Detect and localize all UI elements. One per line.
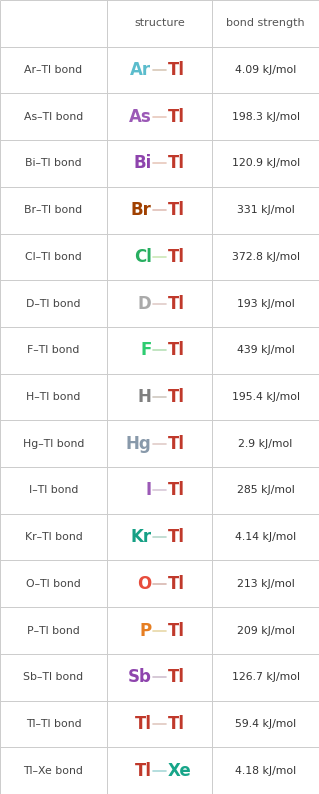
Text: As: As bbox=[129, 108, 152, 125]
Text: Tl: Tl bbox=[167, 575, 184, 593]
Text: Tl: Tl bbox=[167, 61, 184, 79]
Text: 209 kJ/mol: 209 kJ/mol bbox=[237, 626, 294, 635]
Text: Tl: Tl bbox=[167, 201, 184, 219]
Text: Cl–Tl bond: Cl–Tl bond bbox=[25, 252, 82, 262]
Text: Tl: Tl bbox=[167, 155, 184, 172]
Text: Br: Br bbox=[131, 201, 152, 219]
Text: 2.9 kJ/mol: 2.9 kJ/mol bbox=[238, 439, 293, 449]
Text: bond strength: bond strength bbox=[226, 18, 305, 29]
Text: 285 kJ/mol: 285 kJ/mol bbox=[237, 485, 294, 495]
Text: Tl: Tl bbox=[167, 341, 184, 360]
Text: Ar–Tl bond: Ar–Tl bond bbox=[24, 65, 83, 75]
Text: Tl: Tl bbox=[167, 108, 184, 125]
Text: Tl: Tl bbox=[135, 761, 152, 780]
Text: Sb–Tl bond: Sb–Tl bond bbox=[23, 673, 84, 682]
Text: 120.9 kJ/mol: 120.9 kJ/mol bbox=[232, 159, 300, 168]
Text: Tl–Xe bond: Tl–Xe bond bbox=[24, 765, 83, 776]
Text: P: P bbox=[139, 622, 152, 639]
Text: D–Tl bond: D–Tl bond bbox=[26, 299, 81, 309]
Text: 4.14 kJ/mol: 4.14 kJ/mol bbox=[235, 532, 296, 542]
Text: Tl: Tl bbox=[167, 715, 184, 733]
Text: Bi: Bi bbox=[133, 155, 152, 172]
Text: I: I bbox=[145, 481, 152, 499]
Text: 59.4 kJ/mol: 59.4 kJ/mol bbox=[235, 719, 296, 729]
Text: D: D bbox=[138, 295, 152, 313]
Text: 193 kJ/mol: 193 kJ/mol bbox=[237, 299, 294, 309]
Text: Tl: Tl bbox=[167, 669, 184, 686]
Text: 439 kJ/mol: 439 kJ/mol bbox=[237, 345, 294, 355]
Text: Br–Tl bond: Br–Tl bond bbox=[24, 205, 83, 215]
Text: O–Tl bond: O–Tl bond bbox=[26, 579, 81, 589]
Text: I–Tl bond: I–Tl bond bbox=[29, 485, 78, 495]
Text: Hg–Tl bond: Hg–Tl bond bbox=[23, 439, 84, 449]
Text: O: O bbox=[137, 575, 152, 593]
Text: Tl: Tl bbox=[135, 715, 152, 733]
Text: Tl: Tl bbox=[167, 528, 184, 546]
Text: Hg: Hg bbox=[126, 434, 152, 453]
Text: Tl: Tl bbox=[167, 295, 184, 313]
Text: Kr–Tl bond: Kr–Tl bond bbox=[25, 532, 82, 542]
Text: F–Tl bond: F–Tl bond bbox=[27, 345, 80, 355]
Text: 331 kJ/mol: 331 kJ/mol bbox=[237, 205, 294, 215]
Text: Cl: Cl bbox=[134, 248, 152, 266]
Text: P–Tl bond: P–Tl bond bbox=[27, 626, 80, 635]
Text: Sb: Sb bbox=[128, 669, 152, 686]
Text: 195.4 kJ/mol: 195.4 kJ/mol bbox=[232, 392, 300, 402]
Text: 213 kJ/mol: 213 kJ/mol bbox=[237, 579, 294, 589]
Text: 372.8 kJ/mol: 372.8 kJ/mol bbox=[232, 252, 300, 262]
Text: Ar: Ar bbox=[130, 61, 152, 79]
Text: Tl: Tl bbox=[167, 434, 184, 453]
Text: 4.18 kJ/mol: 4.18 kJ/mol bbox=[235, 765, 296, 776]
Text: H–Tl bond: H–Tl bond bbox=[26, 392, 81, 402]
Text: 198.3 kJ/mol: 198.3 kJ/mol bbox=[232, 112, 300, 121]
Text: H: H bbox=[138, 388, 152, 406]
Text: Xe: Xe bbox=[167, 761, 191, 780]
Text: Tl: Tl bbox=[167, 388, 184, 406]
Text: 126.7 kJ/mol: 126.7 kJ/mol bbox=[232, 673, 300, 682]
Text: Kr: Kr bbox=[130, 528, 152, 546]
Text: 4.09 kJ/mol: 4.09 kJ/mol bbox=[235, 65, 296, 75]
Text: Tl: Tl bbox=[167, 248, 184, 266]
Text: Tl: Tl bbox=[167, 481, 184, 499]
Text: Tl: Tl bbox=[167, 622, 184, 639]
Text: As–Tl bond: As–Tl bond bbox=[24, 112, 83, 121]
Text: F: F bbox=[140, 341, 152, 360]
Text: Tl–Tl bond: Tl–Tl bond bbox=[26, 719, 81, 729]
Text: structure: structure bbox=[134, 18, 185, 29]
Text: Bi–Tl bond: Bi–Tl bond bbox=[25, 159, 82, 168]
